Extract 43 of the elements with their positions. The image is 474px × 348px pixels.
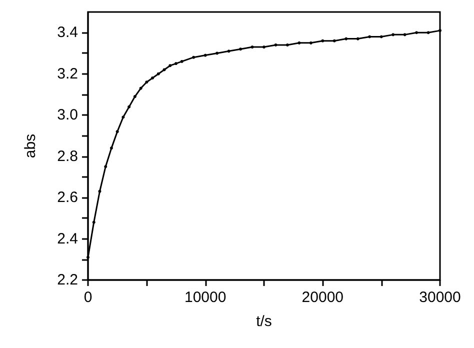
point xyxy=(116,130,119,134)
point xyxy=(145,80,148,84)
x-tick-label: 20000 xyxy=(302,289,344,306)
point xyxy=(426,31,430,34)
point xyxy=(250,46,254,49)
point xyxy=(168,64,172,68)
point xyxy=(110,146,113,150)
point xyxy=(356,37,360,40)
point xyxy=(392,33,395,36)
point xyxy=(403,33,406,36)
point xyxy=(298,41,301,44)
y-tick-label: 2.6 xyxy=(57,189,78,206)
x-tick-label: 0 xyxy=(84,289,92,306)
x-tick-label: 10000 xyxy=(184,289,226,306)
point xyxy=(368,35,372,38)
point xyxy=(415,31,418,34)
point xyxy=(227,50,230,53)
point xyxy=(122,116,125,119)
x-tick-label: 30000 xyxy=(419,289,461,306)
point xyxy=(162,68,166,72)
y-axis-title: abs xyxy=(22,134,39,158)
y-tick-label: 2.4 xyxy=(57,230,78,248)
x-axis-title: t/s xyxy=(256,313,272,330)
y-tick-label: 2.2 xyxy=(57,272,78,288)
point xyxy=(332,39,336,42)
point xyxy=(180,60,184,63)
point xyxy=(156,72,160,76)
point xyxy=(309,41,312,44)
y-tick-label: 2.8 xyxy=(57,148,78,165)
y-tick-label: 3.4 xyxy=(57,24,78,42)
y-tick-label: 3.2 xyxy=(57,65,78,82)
point xyxy=(344,37,348,40)
point xyxy=(216,52,219,55)
y-tick-label: 3.0 xyxy=(57,106,78,124)
point xyxy=(204,54,207,57)
point xyxy=(133,95,136,98)
point xyxy=(139,86,142,90)
point xyxy=(128,105,131,108)
point xyxy=(274,43,278,46)
point xyxy=(192,56,196,59)
point xyxy=(239,48,242,51)
point xyxy=(321,39,324,42)
point xyxy=(104,165,108,168)
